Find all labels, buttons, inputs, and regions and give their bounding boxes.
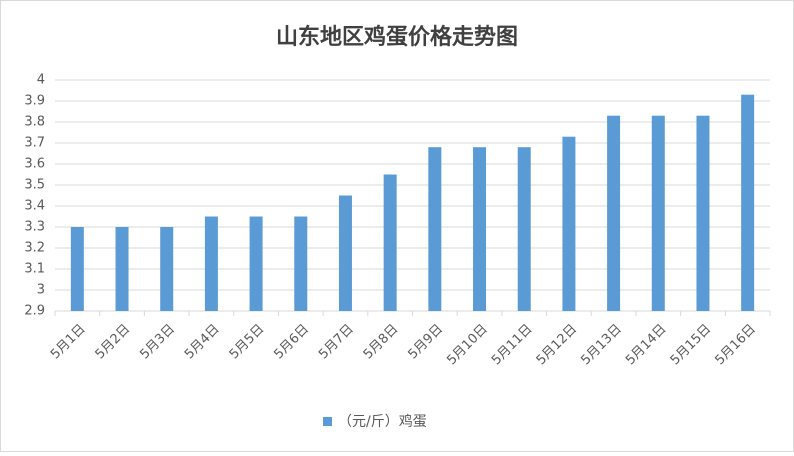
bar xyxy=(517,147,531,311)
y-tick-label: 3.1 xyxy=(24,262,45,277)
y-tick-label: 3.6 xyxy=(24,157,45,172)
y-tick-label: 3.4 xyxy=(24,199,45,214)
bar xyxy=(70,227,84,311)
bar xyxy=(115,227,129,311)
y-tick-label: 3.3 xyxy=(24,220,45,235)
bar xyxy=(651,115,665,311)
bar xyxy=(160,227,174,311)
y-tick-label: 3.7 xyxy=(24,136,45,151)
y-tick-label: 4 xyxy=(37,73,45,88)
y-tick-label: 3 xyxy=(37,283,45,298)
bar xyxy=(428,147,442,311)
legend-label: （元/斤）鸡蛋 xyxy=(338,413,427,430)
y-tick-label: 3.9 xyxy=(24,94,45,109)
bar xyxy=(294,216,308,311)
bar xyxy=(249,216,263,311)
bar xyxy=(607,115,621,311)
bar xyxy=(741,94,755,311)
y-tick-label: 3.8 xyxy=(24,115,45,130)
bar xyxy=(473,147,487,311)
bar xyxy=(338,195,352,311)
legend-swatch xyxy=(323,417,332,426)
y-tick-label: 3.5 xyxy=(24,178,45,193)
bar xyxy=(696,115,710,311)
chart-title: 山东地区鸡蛋价格走势图 xyxy=(276,24,518,50)
y-tick-label: 2.9 xyxy=(24,304,45,319)
bar xyxy=(562,136,576,311)
bar xyxy=(204,216,218,311)
y-tick-label: 3.2 xyxy=(24,241,45,256)
bar xyxy=(383,174,397,311)
